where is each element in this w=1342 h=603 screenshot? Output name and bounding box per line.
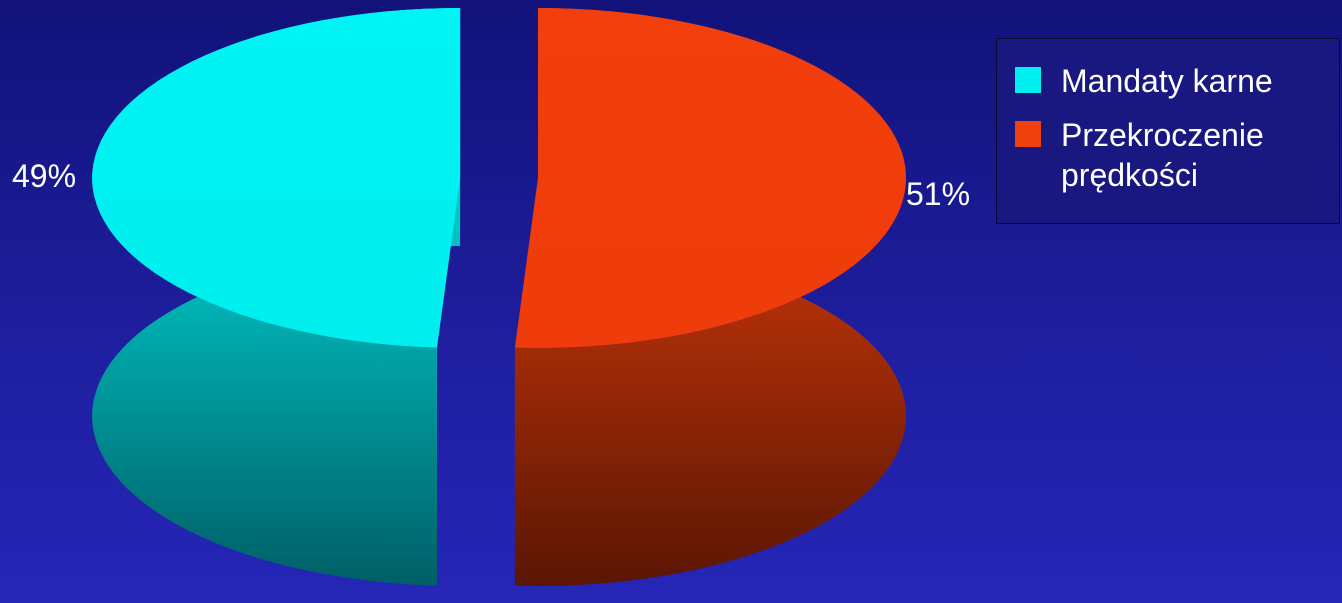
slice-label-mandaty-karne: 49% (12, 158, 77, 194)
legend-label-przekroczenie-predkosci: Przekroczenie prędkości (1061, 117, 1264, 193)
slice-label-przekroczenie-predkosci: 51% (906, 176, 971, 212)
chart-legend: Mandaty karne Przekroczenie prędkości (996, 38, 1340, 224)
legend-item-mandaty-karne: Mandaty karne (1015, 61, 1321, 101)
pie-slice-top (92, 8, 461, 348)
pie-slice-top (514, 8, 906, 348)
legend-item-przekroczenie-predkosci: Przekroczenie prędkości (1015, 115, 1321, 195)
legend-swatch-przekroczenie-predkosci (1015, 121, 1041, 147)
legend-swatch-mandaty-karne (1015, 67, 1041, 93)
legend-label-mandaty-karne: Mandaty karne (1061, 63, 1273, 99)
pie-slice-przekroczenie-predkosci (514, 8, 906, 586)
pie-slice-mandaty-karne (92, 8, 461, 586)
